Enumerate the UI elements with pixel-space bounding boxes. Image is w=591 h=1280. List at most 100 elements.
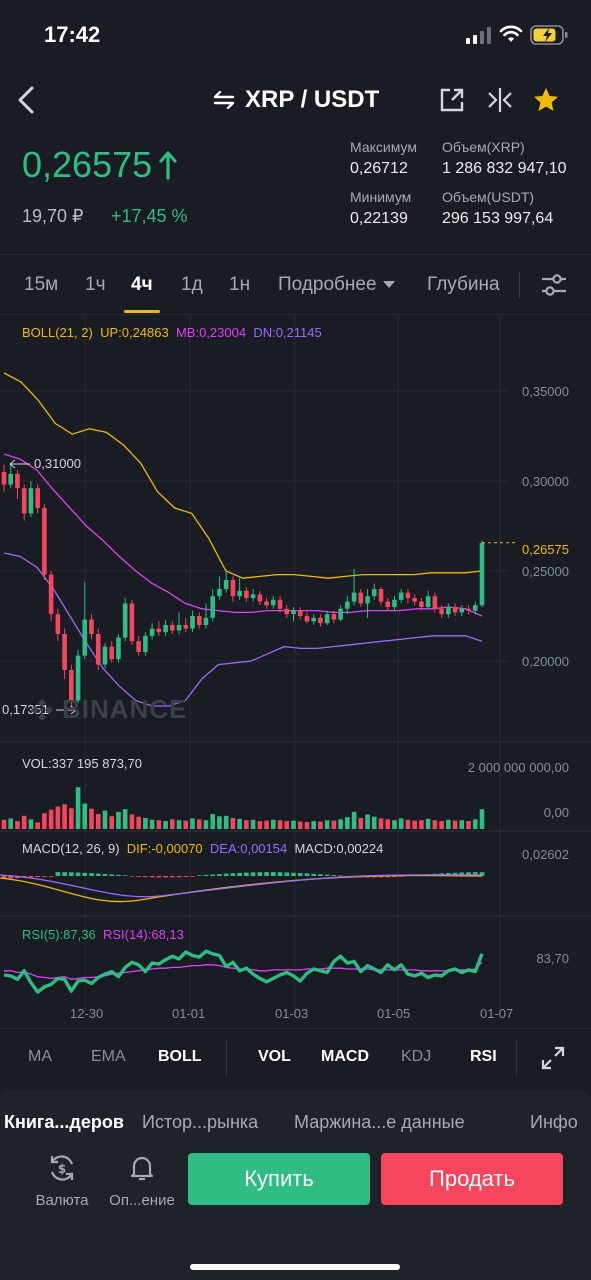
macd-histogram-bar (284, 872, 290, 876)
candle-body (257, 594, 263, 602)
volume-bar (385, 819, 391, 829)
candle-body (479, 542, 485, 606)
tab-margin-data[interactable]: Маржина...е данные (294, 1112, 465, 1132)
alerts-label: Оп...ение (109, 1192, 175, 1209)
volume-bar (446, 819, 451, 829)
volume-bar (203, 820, 209, 829)
candle-body (196, 616, 202, 625)
high-marker-arrow (9, 459, 30, 469)
candle-body (432, 596, 438, 609)
currency-button[interactable]: $ Валюта (17, 1152, 107, 1209)
indicator-ema[interactable]: EMA (91, 1048, 126, 1065)
candle-body (311, 617, 316, 622)
candle-body (277, 599, 283, 609)
candle-body (217, 589, 222, 597)
volume-bar (371, 816, 377, 829)
volume-bar (324, 820, 330, 829)
indicator-macd[interactable]: MACD (321, 1048, 369, 1065)
x-axis-label: 01-01 (172, 1006, 206, 1021)
volume-bar (237, 818, 242, 829)
candle-body (358, 592, 364, 604)
volume-bar (405, 819, 411, 829)
caret-down-icon (382, 281, 395, 288)
macd-histogram-bar (244, 872, 249, 876)
tab-depth[interactable]: Глубина (427, 274, 500, 295)
pair-name: XRP / USDT (245, 86, 380, 113)
volume-bar (425, 818, 431, 829)
candle-body (8, 473, 14, 485)
tab-market-history[interactable]: Истор...рынка (142, 1112, 259, 1132)
macd-histogram-bar (116, 874, 121, 876)
candle-body (345, 601, 350, 609)
tab-1w[interactable]: 1н (229, 274, 251, 295)
sell-button[interactable]: Продать (381, 1153, 563, 1205)
share-icon[interactable] (438, 86, 466, 114)
vol-legend: VOL:337 195 873,70 (22, 756, 142, 771)
price-up-arrow-icon (159, 150, 177, 180)
chart-settings-icon[interactable] (540, 272, 568, 298)
volume-bar (143, 818, 148, 829)
macd-histogram-bar (210, 874, 216, 876)
volume-bar (432, 820, 438, 829)
last-price: 0,26575 (22, 144, 178, 186)
macd-histogram-bar (230, 873, 236, 876)
home-indicator (190, 1264, 400, 1270)
candle-body (42, 508, 47, 575)
candle-body (69, 670, 74, 701)
tab-order-book[interactable]: Книга...деров (4, 1112, 124, 1132)
tab-1d[interactable]: 1д (181, 274, 203, 295)
candle-body (95, 634, 101, 665)
volume-bar (170, 819, 175, 829)
macd-histogram-bar (170, 876, 175, 878)
more-label: Подробнее (278, 274, 377, 295)
volume-bar (28, 819, 34, 829)
volume-bar (196, 819, 202, 829)
macd-histogram-bar (109, 874, 115, 876)
indicator-rsi[interactable]: RSI (470, 1048, 497, 1065)
tab-info[interactable]: Инфо (530, 1112, 578, 1132)
macd-histogram-bar (42, 876, 47, 877)
volume-bar (21, 815, 27, 829)
candle-body (419, 601, 424, 607)
rsi5-line (3, 949, 484, 994)
macd-histogram-bar (318, 874, 323, 876)
candle-body (392, 599, 397, 607)
macd-histogram-bar (392, 876, 397, 878)
macd-histogram-bar (163, 876, 168, 878)
more-timeframes-dropdown[interactable]: Подробнее (278, 274, 395, 296)
candle-body (425, 596, 431, 607)
candle-body (102, 646, 108, 665)
volume-bar (190, 818, 195, 829)
indicator-ma[interactable]: MA (28, 1048, 52, 1065)
fullscreen-expand-icon[interactable] (541, 1046, 565, 1070)
buy-button[interactable]: Купить (188, 1153, 370, 1205)
tab-15m[interactable]: 15м (24, 274, 59, 295)
back-arrow-icon[interactable] (14, 84, 40, 116)
indicator-vol[interactable]: VOL (258, 1048, 291, 1065)
compare-icon[interactable] (486, 86, 514, 114)
low-price-marker: 0,17351 (2, 702, 49, 717)
alerts-button[interactable]: Оп...ение (97, 1152, 187, 1209)
candle-body (15, 473, 20, 489)
y-axis-label: 0,35000 (522, 384, 569, 399)
volume-bar (345, 817, 350, 829)
boll-lower-line (3, 552, 483, 707)
chart-canvas[interactable] (0, 316, 591, 1026)
pair-selector[interactable]: XRP / USDT (213, 86, 379, 114)
indicator-kdj[interactable]: KDJ (401, 1048, 432, 1065)
candle-body (318, 617, 323, 624)
tab-1h[interactable]: 1ч (85, 274, 106, 295)
macd-histogram-bar (102, 873, 108, 876)
tab-4h[interactable]: 4ч (131, 274, 153, 295)
candle-body (170, 625, 175, 631)
rsi5-value: RSI(5):87,36 (22, 927, 96, 942)
high-label: Максимум (350, 139, 417, 155)
volume-bar (156, 820, 162, 829)
indicator-boll[interactable]: BOLL (158, 1048, 202, 1065)
rsi-legend: RSI(5):87,36 RSI(14):68,13 (22, 927, 184, 942)
candle-body (75, 655, 81, 701)
candlestick-chart[interactable]: BOLL(21, 2) UP:0,24863 MB:0,23004 DN:0,2… (0, 316, 591, 1026)
candle-body (270, 599, 276, 606)
x-axis-label: 01-03 (275, 1006, 309, 1021)
favorite-star-icon[interactable] (532, 86, 560, 114)
